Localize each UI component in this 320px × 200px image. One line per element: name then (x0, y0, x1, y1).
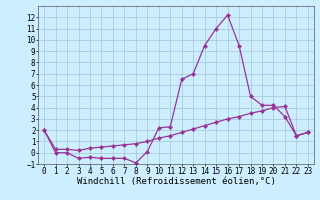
X-axis label: Windchill (Refroidissement éolien,°C): Windchill (Refroidissement éolien,°C) (76, 177, 276, 186)
